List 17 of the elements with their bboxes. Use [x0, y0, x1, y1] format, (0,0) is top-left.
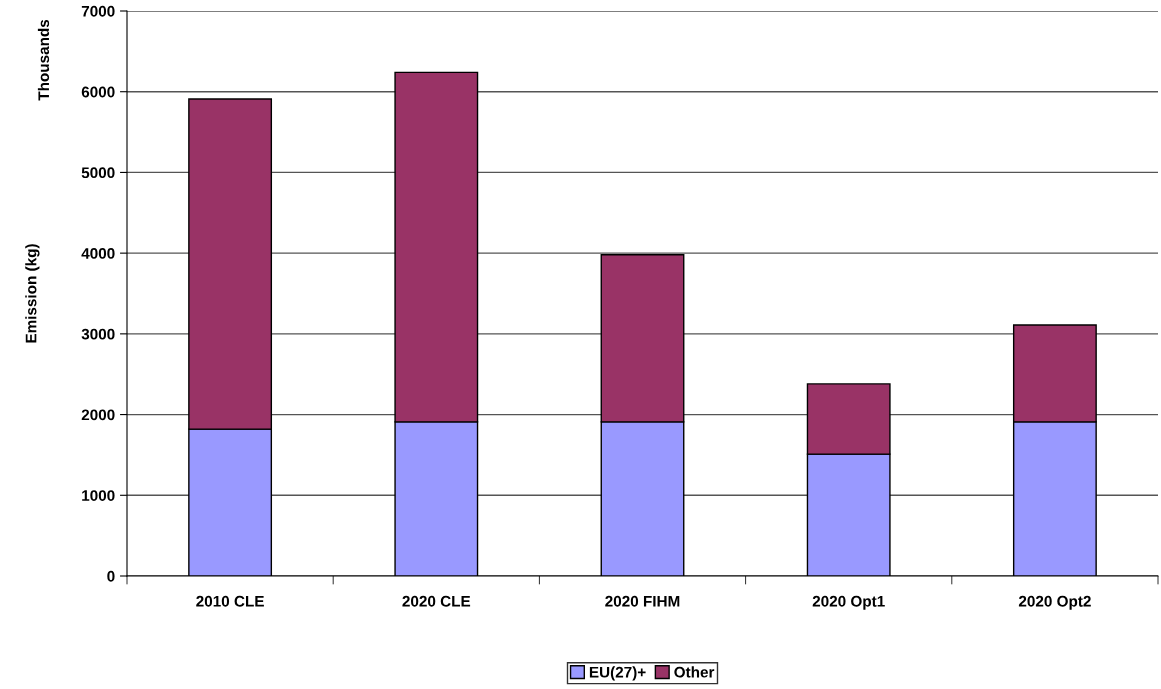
legend-label: Other	[674, 666, 715, 678]
x-tick-label: 2010 CLE	[196, 595, 264, 607]
y-tick-label: 5000	[81, 167, 115, 179]
y-tick-label: 1000	[82, 490, 115, 501]
x-tick-label: 2020 FIHM	[605, 595, 680, 607]
y-tick-label: 6000	[81, 86, 115, 98]
y-axis-title: Emission (kg)	[25, 244, 40, 343]
legend-label: EU(27)+	[589, 666, 646, 681]
x-tick-label: 2020 Opt1	[812, 595, 885, 610]
x-tick-label: 2020 CLE	[402, 595, 471, 607]
y-tick-label: 4000	[81, 248, 115, 259]
text: Thousands	[37, 19, 50, 101]
y-tick-label: 0	[107, 570, 115, 582]
y-tick-label: 7000	[81, 5, 115, 17]
y-tick-label: 2000	[81, 409, 115, 421]
y-tick-label: 3000	[81, 328, 115, 340]
x-tick-label: 2020 Opt2	[1018, 595, 1091, 610]
